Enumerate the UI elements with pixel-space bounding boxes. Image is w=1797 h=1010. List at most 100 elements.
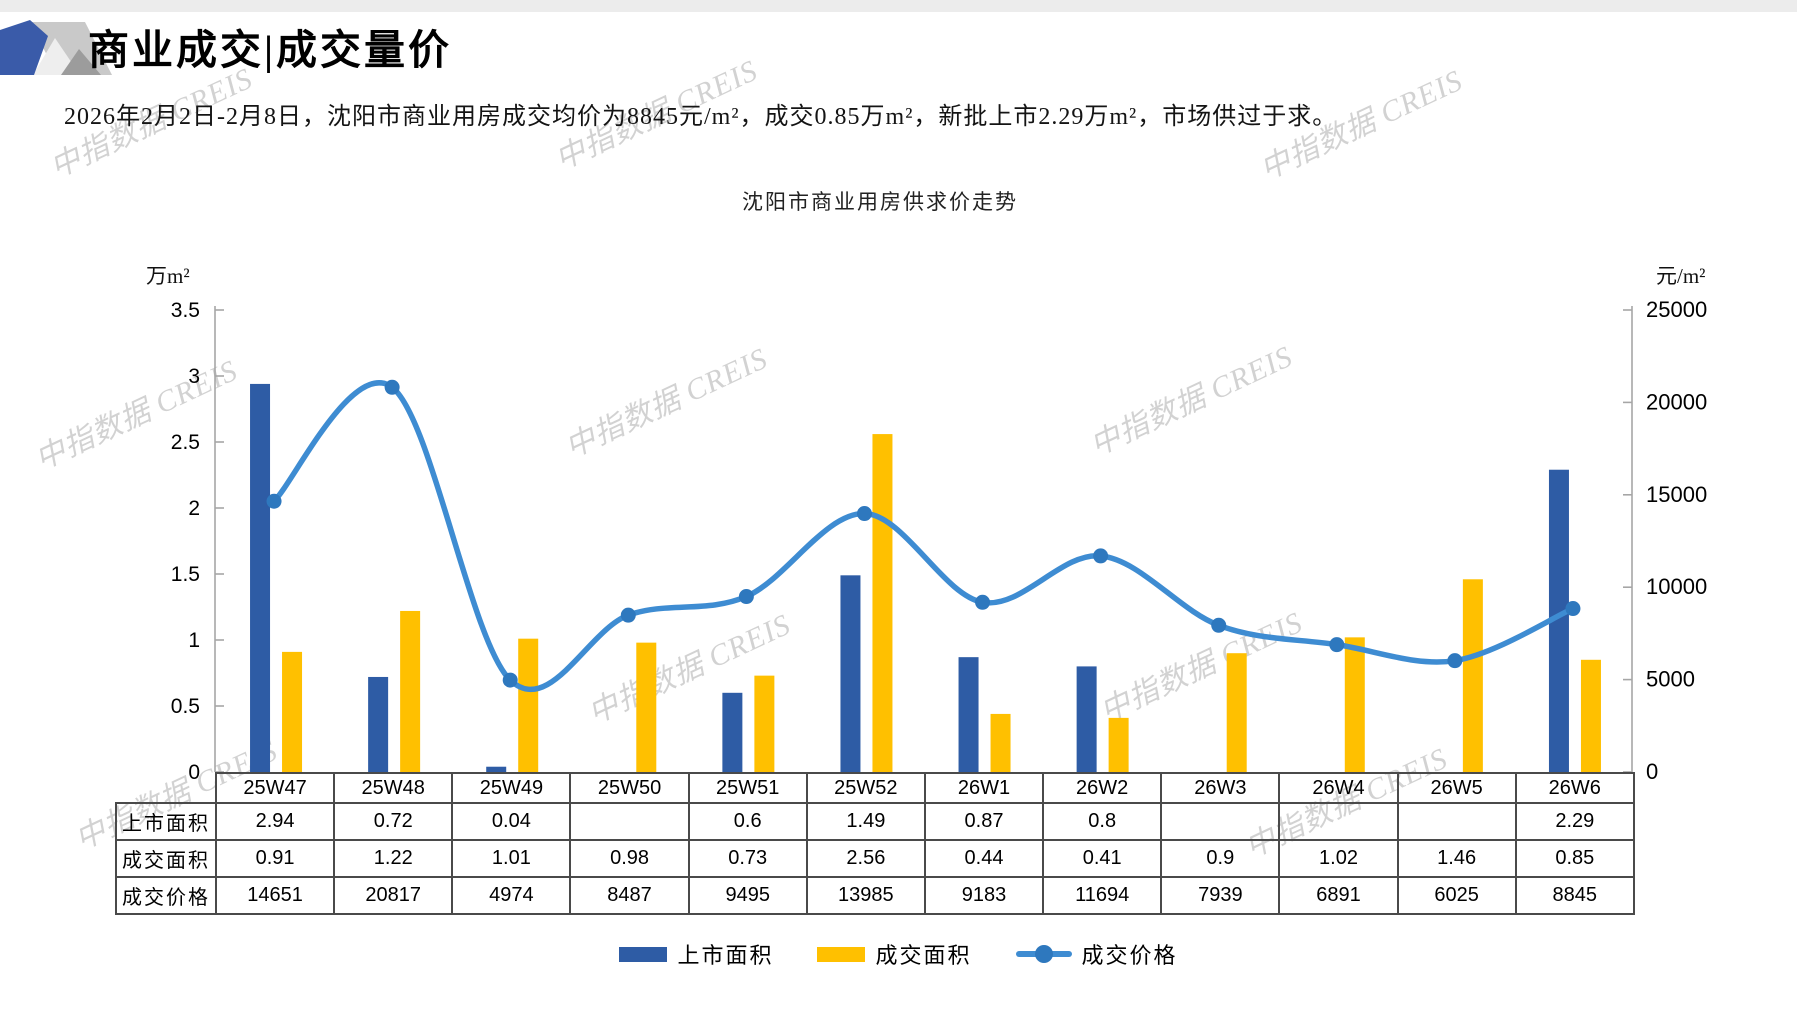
table-cell: 7939: [1160, 876, 1281, 915]
price-marker: [738, 589, 754, 605]
week-label: 26W1: [923, 772, 1045, 804]
bar-listed-area: [1076, 666, 1097, 772]
right-axis-tick-label: 20000: [1646, 389, 1707, 414]
creis-logo: [0, 20, 112, 75]
left-axis-tick-label: 1.5: [171, 563, 200, 586]
row-label: 成交面积: [115, 839, 217, 878]
bar-sold-area: [1108, 717, 1129, 772]
legend-swatch-listed-area-icon: [619, 946, 668, 962]
bar-sold-area: [636, 642, 657, 772]
table-cell: 1.02: [1278, 839, 1399, 878]
bar-sold-area: [990, 713, 1011, 772]
left-axis-tick-label: 3: [188, 365, 200, 388]
bar-sold-area: [400, 610, 421, 772]
bar-sold-area: [1462, 579, 1483, 772]
supply-demand-price-chart: 3.5 3 2.5 2 1.5 1 0.5 0 25000 20000 15000 10000 5000…: [171, 297, 1707, 784]
left-axis-tick-label: 2.5: [171, 431, 200, 454]
legend-item-sold-area: 成交面积: [817, 938, 971, 970]
legend-line-marker-icon: [1015, 944, 1072, 964]
table-cell: 0.72: [333, 802, 454, 841]
right-axis-tick-label: 10000: [1646, 574, 1707, 599]
table-cell: 0.41: [1042, 839, 1163, 878]
price-marker: [1093, 548, 1109, 564]
bar-sold-area: [1226, 653, 1247, 772]
right-axis-tick-label: 25000: [1646, 297, 1707, 322]
bar-sold-area: [754, 675, 775, 772]
chart-legend: 上市面积 成交面积 成交价格: [0, 938, 1797, 970]
legend-swatch-sold-area-icon: [817, 946, 866, 962]
row-label: 成交价格: [115, 876, 217, 915]
table-cell: 0.9: [1160, 839, 1281, 878]
summary-text: 2026年2月2日-2月8日，沈阳市商业用房成交均价为8845元/m²，成交0.…: [64, 104, 1338, 130]
table-corner-cell: [116, 773, 216, 803]
table-cell: [1396, 802, 1517, 841]
table-row: 成交面积 0.91 1.22 1.01 0.98 0.73 2.56 0.44 0.41 0.9 1…: [115, 839, 1635, 878]
week-label: 25W51: [687, 772, 808, 804]
legend-label: 上市面积: [677, 943, 774, 968]
table-cell: 1.01: [451, 839, 572, 878]
right-axis-unit: 元/m²: [1656, 264, 1706, 288]
table-cell: 20817: [333, 876, 454, 915]
price-marker: [266, 493, 282, 509]
price-marker: [1447, 653, 1463, 669]
table-cell: [1160, 802, 1281, 841]
table-cell: 4974: [451, 876, 572, 915]
table-cell: 8845: [1514, 876, 1635, 915]
table-cell: [1278, 802, 1399, 841]
row-label: 上市面积: [115, 802, 217, 841]
week-label: 26W3: [1160, 772, 1281, 804]
legend-label: 成交面积: [875, 943, 972, 968]
table-cell: 0.04: [451, 802, 572, 841]
bar-listed-area: [958, 657, 979, 772]
table-cell: 0.8: [1042, 802, 1163, 841]
week-label: 26W6: [1514, 772, 1635, 804]
table-cell: 0.44: [923, 839, 1045, 878]
page-title: 商业成交|成交量价: [88, 27, 453, 73]
week-label: 25W47: [214, 772, 336, 804]
table-cell: [569, 802, 690, 841]
bar-sold-area: [1580, 659, 1601, 772]
week-label: 26W4: [1278, 772, 1399, 804]
week-label: 26W5: [1396, 772, 1517, 804]
table-cell: 6891: [1278, 876, 1399, 915]
table-cell: 0.87: [923, 802, 1045, 841]
table-cell: 13985: [805, 876, 926, 915]
week-label: 26W2: [1042, 772, 1163, 804]
table-cell: 2.29: [1514, 802, 1635, 841]
left-axis-tick-label: 3.5: [171, 299, 200, 322]
legend-label: 成交价格: [1081, 943, 1178, 968]
bar-sold-area: [518, 638, 539, 772]
table-cell: 11694: [1042, 876, 1163, 915]
table-cell: 2.94: [214, 802, 336, 841]
week-label: 25W52: [805, 772, 926, 804]
price-marker: [856, 506, 872, 522]
left-axis-unit: 万m²: [146, 264, 190, 288]
table-cell: 1.49: [805, 802, 926, 841]
week-label: 25W49: [451, 772, 572, 804]
table-cell: 6025: [1396, 876, 1517, 915]
bar-listed-area: [486, 766, 507, 772]
week-label: 25W50: [569, 772, 690, 804]
table-cell: 8487: [569, 876, 690, 915]
bar-sold-area: [872, 434, 893, 772]
left-axis-tick-label: 2: [188, 497, 200, 520]
week-label: 25W48: [333, 772, 454, 804]
legend-item-listed-area: 上市面积: [619, 938, 773, 970]
bar-sold-area: [1344, 637, 1365, 772]
bar-listed-area: [250, 383, 271, 772]
legend-item-price: 成交价格: [1015, 938, 1178, 970]
table-cell: 1.22: [333, 839, 454, 878]
table-cell: 0.73: [687, 839, 808, 878]
bar-listed-area: [1548, 469, 1569, 772]
right-axis-tick-label: 0: [1646, 759, 1658, 784]
table-cell: 9495: [687, 876, 808, 915]
table-row: 上市面积 2.94 0.72 0.04 0.6 1.49 0.87 0.8 2.29: [115, 802, 1635, 841]
price-marker: [502, 672, 518, 688]
price-marker: [1211, 617, 1227, 633]
table-cell: 1.46: [1396, 839, 1517, 878]
table-cell: 2.56: [805, 839, 926, 878]
price-marker: [1565, 601, 1581, 617]
table-cell: 0.91: [214, 839, 336, 878]
table-cell: 0.85: [1514, 839, 1635, 878]
